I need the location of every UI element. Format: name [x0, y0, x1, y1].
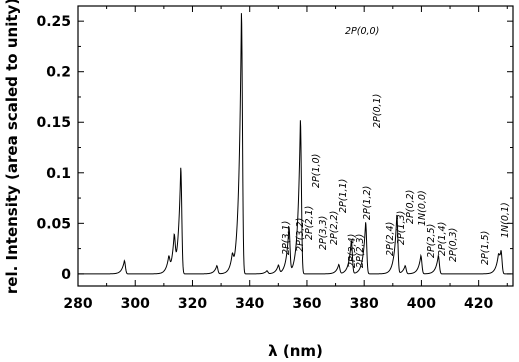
peak-label: 2P(1,5): [480, 231, 491, 265]
peak-label: 2P(3,4): [347, 234, 358, 268]
peak-label: 2P(3,2): [295, 218, 306, 252]
y-tick-label: 0.1: [46, 166, 71, 182]
x-tick-label: 380: [350, 296, 379, 312]
peak-label: 2P(0,1): [372, 94, 383, 128]
peak-label: 2P(1,2): [362, 186, 373, 220]
plot-frame: [77, 5, 514, 287]
peak-label: 2P(1,4): [437, 222, 448, 256]
peak-label: 2P(1,0): [311, 154, 322, 188]
y-tick-label: 0.15: [36, 115, 71, 131]
peak-label: 2P(3,1): [281, 221, 292, 255]
peak-label: 2P(2,2): [329, 211, 340, 245]
spectrum-line: [78, 13, 512, 275]
peak-label: 2P(2,5): [426, 224, 437, 258]
peak-label: 2P(0,3): [448, 228, 459, 262]
x-tick-label: 340: [235, 296, 264, 312]
peak-label: 2P(3,3): [318, 216, 329, 250]
x-tick-label: 400: [407, 296, 436, 312]
peak-label: 2P(2,4): [385, 222, 396, 256]
y-tick-label: 0: [61, 267, 71, 283]
x-tick-label: 320: [178, 296, 207, 312]
y-tick-label: 0.2: [46, 65, 71, 81]
x-axis-title: λ (nm): [268, 342, 323, 360]
peak-label: 2P(1,3): [396, 211, 407, 245]
x-tick-label: 420: [464, 296, 493, 312]
x-tick-label: 280: [63, 296, 92, 312]
plot-area: [78, 13, 512, 275]
x-tick-label: 360: [292, 296, 321, 312]
y-axis-title: rel. Intensity (area scaled to unity): [3, 0, 21, 294]
peak-label: 2P(0,0): [345, 26, 379, 37]
x-tick-label: 300: [121, 296, 150, 312]
y-tick-label: 0.05: [36, 216, 71, 232]
peak-label: 1N(0,0): [417, 190, 428, 226]
axis-ticks: 280 300 320 340 360 380 400 420 0 0.05 0.1 0.15 0.2 0…: [36, 6, 513, 312]
peak-labels: 2P(3,1) 2P(3,2)2P(2,1)2P(1,0)2P(3,3) 2P(2,…: [281, 26, 511, 268]
peak-label: 2P(1,1): [338, 179, 349, 213]
y-tick-label: 0.25: [36, 14, 71, 30]
peak-label: 2P(2,3): [355, 234, 366, 268]
peak-label: 2P(0,2): [405, 190, 416, 224]
peak-label: 1N(0,1): [500, 202, 511, 238]
peak-label: 2P(2,1): [304, 206, 315, 240]
